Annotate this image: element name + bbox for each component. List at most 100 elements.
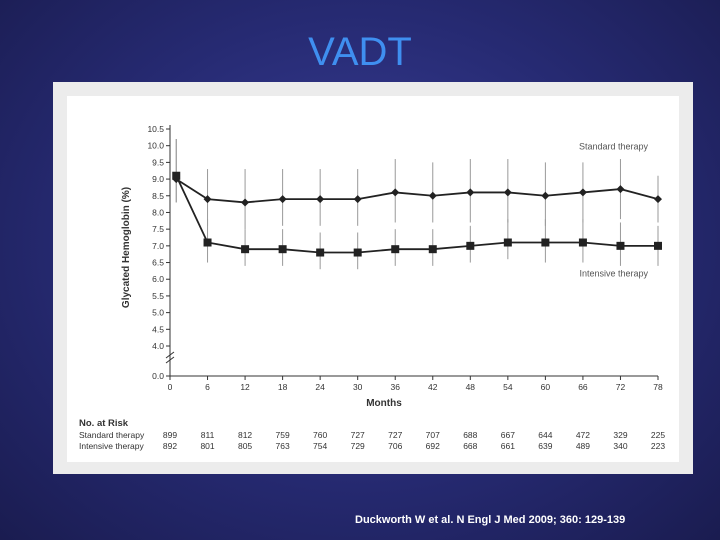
x-tick-label: 36	[390, 382, 400, 392]
risk-table-title: No. at Risk	[79, 418, 129, 429]
risk-table-cell: 812	[238, 430, 252, 440]
y-tick-label: 7.0	[152, 241, 164, 251]
x-tick-label: 6	[205, 382, 210, 392]
intensive-point	[172, 171, 181, 180]
y-tick-label: 8.5	[152, 191, 164, 201]
intensive-point	[391, 245, 400, 254]
intensive-point	[278, 245, 287, 254]
intensive-point	[353, 248, 362, 257]
y-tick-label: 5.5	[152, 291, 164, 301]
risk-row-label: Standard therapy	[79, 430, 145, 440]
standard-point	[316, 195, 325, 204]
slide-title: VADT	[308, 30, 412, 74]
x-tick-label: 18	[278, 382, 288, 392]
y-tick-label: 5.0	[152, 308, 164, 318]
x-tick-label: 54	[503, 382, 513, 392]
y-tick-label: 6.0	[152, 274, 164, 284]
x-tick-label: 42	[428, 382, 438, 392]
risk-table-cell: 760	[313, 430, 327, 440]
figure-frame: 0.0 4.0 4.5 5.0 5.5 6.0 6.5 7.0 7.5 8.0 8.5 9.0 9.5 1…	[53, 82, 693, 474]
x-tick-label: 24	[315, 382, 325, 392]
y-tick-label: 10.5	[147, 124, 164, 134]
risk-table-cell: 811	[201, 430, 215, 440]
risk-table-cell: 805	[238, 441, 252, 451]
standard-point	[391, 188, 400, 197]
axis-break-mark	[165, 356, 175, 364]
citation: Duckworth W et al. N Engl J Med 2009; 36…	[355, 514, 626, 526]
risk-table-cell: 223	[651, 441, 665, 451]
y-tick-label: 8.0	[152, 207, 164, 217]
standard-point	[278, 195, 287, 204]
intensive-point	[466, 241, 475, 250]
standard-point	[241, 198, 250, 207]
x-tick-label: 66	[578, 382, 588, 392]
standard-point	[578, 188, 587, 197]
y-tick-label: 6.5	[152, 258, 164, 268]
risk-table-cell: 754	[313, 441, 327, 451]
markers-layer	[172, 171, 662, 257]
x-tick-label: 78	[653, 382, 663, 392]
intensive-point	[578, 238, 587, 247]
risk-table-cell: 639	[538, 441, 552, 451]
intensive-point	[316, 248, 325, 257]
y-tick-label: 4.0	[152, 341, 164, 351]
risk-table-cell: 472	[576, 430, 590, 440]
axes-layer	[165, 125, 659, 380]
standard-point	[466, 188, 475, 197]
standard-point	[353, 195, 362, 204]
intensive-point	[654, 241, 662, 250]
risk-table-cell: 727	[351, 430, 365, 440]
standard-point	[428, 191, 437, 200]
risk-table-cell: 692	[426, 441, 440, 451]
risk-table-cell: 763	[276, 441, 290, 451]
standard-point	[203, 195, 212, 204]
x-tick-label: 60	[541, 382, 551, 392]
x-tick-label: 72	[616, 382, 626, 392]
risk-table-cell: 340	[613, 441, 627, 451]
risk-table-cell: 706	[388, 441, 402, 451]
risk-table-cell: 707	[426, 430, 440, 440]
y-tick-label: 10.0	[147, 141, 164, 151]
axis-break-mark	[165, 351, 175, 359]
standard-therapy-annotation: Standard therapy	[579, 142, 649, 152]
risk-table-cell: 667	[501, 430, 515, 440]
intensive-point	[616, 241, 625, 250]
risk-table-cell: 489	[576, 441, 590, 451]
risk-table-cell: 729	[351, 441, 365, 451]
series-lines-layer	[175, 175, 659, 254]
standard-series-line	[175, 178, 659, 204]
risk-table-cell: 899	[163, 430, 177, 440]
intensive-point	[541, 238, 550, 247]
risk-table-cell: 759	[276, 430, 290, 440]
risk-table-cell: 661	[501, 441, 515, 451]
intensive-series-line	[175, 175, 658, 254]
intensive-point	[428, 245, 437, 254]
intensive-point	[241, 245, 250, 254]
y-tick-label: 4.5	[152, 324, 164, 334]
y-tick-label: 9.5	[152, 157, 164, 167]
risk-row-label: Intensive therapy	[79, 441, 144, 451]
x-tick-label: 0	[168, 382, 173, 392]
standard-point	[654, 195, 662, 204]
y-tick-label: 0.0	[152, 371, 164, 381]
standard-point	[616, 185, 625, 194]
risk-table-cell: 644	[538, 430, 552, 440]
labels-layer: 0.0 4.0 4.5 5.0 5.5 6.0 6.5 7.0 7.5 8.0 8.5 9.0 9.5 1…	[121, 124, 663, 409]
y-axis-label: Glycated Hemoglobin (%)	[121, 187, 132, 308]
x-tick-label: 12	[240, 382, 250, 392]
standard-point	[503, 188, 512, 197]
x-tick-label: 30	[353, 382, 363, 392]
risk-table-cell: 668	[463, 441, 477, 451]
x-tick-label: 48	[466, 382, 476, 392]
risk-table-cell: 801	[200, 441, 214, 451]
y-tick-label: 9.0	[152, 174, 164, 184]
risk-table-cell: 727	[388, 430, 402, 440]
intensive-point	[203, 238, 212, 247]
risk-table-cell: 892	[163, 441, 177, 451]
risk-table-cell: 329	[613, 430, 627, 440]
intensive-therapy-annotation: Intensive therapy	[579, 269, 648, 279]
standard-point	[541, 191, 550, 200]
x-axis-label: Months	[366, 398, 402, 409]
hba1c-chart: 0.0 4.0 4.5 5.0 5.5 6.0 6.5 7.0 7.5 8.0 8.5 9.0 9.5 1…	[79, 124, 665, 451]
